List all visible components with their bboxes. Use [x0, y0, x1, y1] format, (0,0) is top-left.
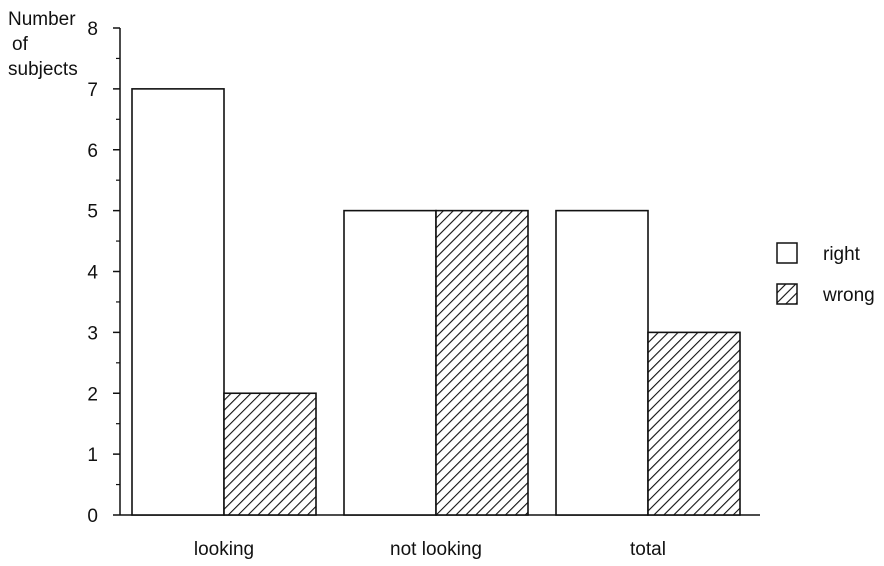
- y-axis-title-line: of: [12, 34, 29, 55]
- bar-wrong: [647, 331, 741, 516]
- y-tick-label: 6: [87, 141, 98, 162]
- y-tick-label: 7: [87, 80, 98, 101]
- x-category-label: not looking: [390, 539, 482, 560]
- y-tick-label: 1: [87, 445, 98, 466]
- bar-wrong: [435, 209, 529, 516]
- bar-right: [343, 209, 437, 516]
- legend: right wrong: [776, 242, 875, 306]
- bar-wrong: [223, 392, 317, 516]
- y-axis-title-line: subjects: [8, 59, 78, 80]
- legend-swatch-wrong: [776, 283, 798, 305]
- bar-right: [131, 88, 225, 516]
- x-category-label: total: [630, 539, 666, 560]
- y-tick-label: 2: [87, 384, 98, 405]
- y-tick-label: 0: [87, 506, 98, 527]
- y-axis-title-line: Number: [8, 9, 76, 30]
- bars: looking not looking total: [131, 88, 741, 560]
- y-tick-label: 3: [87, 323, 98, 344]
- bar-right: [555, 209, 649, 516]
- x-category-label: looking: [194, 539, 254, 560]
- y-tick-label: 4: [87, 263, 98, 284]
- y-tick-label: 8: [87, 19, 98, 40]
- legend-swatch-right: [776, 242, 798, 264]
- y-tick-label: 5: [87, 202, 98, 223]
- legend-label: wrong: [822, 285, 875, 306]
- legend-label: right: [823, 244, 861, 265]
- y-axis-title: Number of subjects: [8, 9, 78, 80]
